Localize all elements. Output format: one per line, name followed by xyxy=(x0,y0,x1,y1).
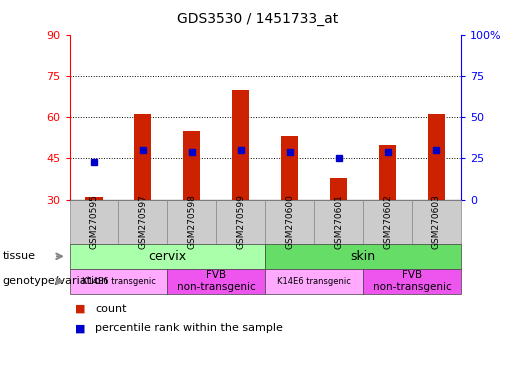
Bar xyxy=(85,197,102,200)
Text: FVB
non-transgenic: FVB non-transgenic xyxy=(373,270,451,292)
Bar xyxy=(428,114,445,200)
Text: K14E6 transgenic: K14E6 transgenic xyxy=(81,277,156,286)
Text: tissue: tissue xyxy=(3,251,36,262)
Text: GSM270600: GSM270600 xyxy=(285,194,294,249)
Text: GSM270597: GSM270597 xyxy=(139,194,147,249)
Text: GSM270601: GSM270601 xyxy=(334,194,343,249)
Bar xyxy=(134,114,151,200)
Text: cervix: cervix xyxy=(148,250,186,263)
Text: percentile rank within the sample: percentile rank within the sample xyxy=(95,323,283,333)
Text: GDS3530 / 1451733_at: GDS3530 / 1451733_at xyxy=(177,12,338,25)
Bar xyxy=(183,131,200,200)
Text: FVB
non-transgenic: FVB non-transgenic xyxy=(177,270,255,292)
Text: K14E6 transgenic: K14E6 transgenic xyxy=(277,277,351,286)
Text: GSM270603: GSM270603 xyxy=(432,194,441,249)
Bar xyxy=(281,136,298,200)
Bar xyxy=(379,145,396,200)
Text: ■: ■ xyxy=(75,323,85,333)
Bar xyxy=(330,178,347,200)
Text: GSM270602: GSM270602 xyxy=(383,194,392,249)
Text: ■: ■ xyxy=(75,304,85,314)
Text: GSM270595: GSM270595 xyxy=(90,194,98,249)
Text: GSM270598: GSM270598 xyxy=(187,194,196,249)
Text: genotype/variation: genotype/variation xyxy=(3,276,109,286)
Text: skin: skin xyxy=(351,250,375,263)
Bar xyxy=(232,89,249,200)
Text: GSM270599: GSM270599 xyxy=(236,194,245,249)
Text: count: count xyxy=(95,304,127,314)
